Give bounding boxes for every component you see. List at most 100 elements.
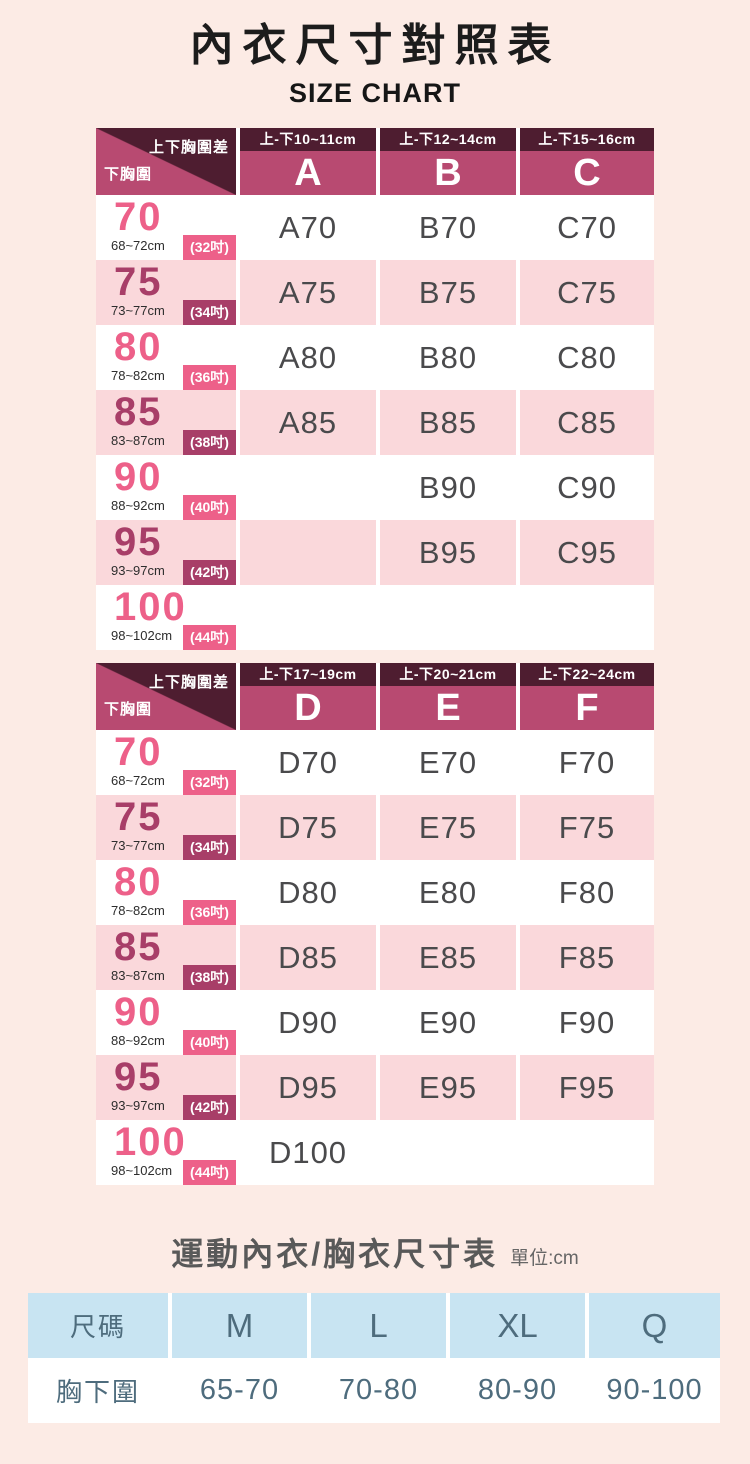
- band-number: 85: [114, 390, 163, 434]
- band-range-cm: 83~87cm: [111, 433, 165, 448]
- band-range-cm: 88~92cm: [111, 498, 165, 513]
- page-subtitle: SIZE CHART: [289, 78, 461, 108]
- band-inch-badge: (36吋): [183, 900, 236, 925]
- band-number: 100: [114, 1120, 187, 1164]
- cup-size-cell: D80: [240, 860, 376, 925]
- cup-size-cell: F75: [520, 795, 654, 860]
- band-number: 70: [114, 195, 163, 239]
- cup-size-cell: C85: [520, 390, 654, 455]
- cup-size-cell: C95: [520, 520, 654, 585]
- band-range-cm: 78~82cm: [111, 903, 165, 918]
- cup-size-cell: B70: [380, 195, 516, 260]
- band-inch-badge: (40吋): [183, 1030, 236, 1055]
- band-inch-badge: (44吋): [183, 1160, 236, 1185]
- diff-range-label: 上-下22~24cm: [520, 663, 654, 686]
- diff-range-label: 上-下20~21cm: [380, 663, 516, 686]
- diff-range-label: 上-下17~19cm: [240, 663, 376, 686]
- cup-size-cell: F80: [520, 860, 654, 925]
- band-number: 80: [114, 325, 163, 369]
- cup-size-cell: B75: [380, 260, 516, 325]
- band-range-cm: 93~97cm: [111, 563, 165, 578]
- cup-size-cell: A75: [240, 260, 376, 325]
- cup-letter: F: [520, 686, 654, 730]
- band-range-cm: 83~87cm: [111, 968, 165, 983]
- cup-size-cell: [240, 455, 376, 520]
- size-row-85: 85 83~87cm (38吋) A85 B85 C85: [96, 390, 654, 455]
- band-cell: 75 73~77cm (34吋): [96, 260, 236, 325]
- cup-size-cell: D70: [240, 730, 376, 795]
- band-cell: 80 78~82cm (36吋): [96, 860, 236, 925]
- size-row-75: 75 73~77cm (34吋) D75 E75 F75: [96, 795, 654, 860]
- band-inch-badge: (34吋): [183, 300, 236, 325]
- cup-size-cell: C70: [520, 195, 654, 260]
- band-number: 95: [114, 1055, 163, 1099]
- cup-size-cell: F70: [520, 730, 654, 795]
- band-cell: 85 83~87cm (38吋): [96, 925, 236, 990]
- diff-range-label: 上-下10~11cm: [240, 128, 376, 151]
- sport-header-row: 尺碼 M L XL Q: [28, 1293, 720, 1358]
- band-range-cm: 73~77cm: [111, 838, 165, 853]
- cup-size-table-1: 上下胸圍差下胸圍 上-下10~11cm A 上-下12~14cm B 上-下15~16cm…: [96, 128, 654, 650]
- size-row-90: 90 88~92cm (40吋) B90 C90: [96, 455, 654, 520]
- size-row-100: 100 98~102cm (44吋) D100: [96, 1120, 654, 1185]
- cup-size-cell: [380, 1120, 516, 1185]
- band-range-cm: 68~72cm: [111, 238, 165, 253]
- band-cell: 100 98~102cm (44吋): [96, 1120, 236, 1185]
- corner-top-label: 上下胸圍差: [148, 139, 229, 156]
- size-row-95: 95 93~97cm (42吋) D95 E95 F95: [96, 1055, 654, 1120]
- sport-table-title-row: 運動內衣/胸衣尺寸表 單位:cm: [0, 1231, 750, 1277]
- sport-size-M: M: [172, 1293, 307, 1358]
- cup-size-cell: F90: [520, 990, 654, 1055]
- cup-size-cell: [240, 520, 376, 585]
- cup-size-cell: B80: [380, 325, 516, 390]
- sport-table-title: 運動內衣/胸衣尺寸表: [171, 1236, 499, 1272]
- cup-size-cell: [520, 585, 654, 650]
- diff-range-label: 上-下15~16cm: [520, 128, 654, 151]
- band-number: 70: [114, 730, 163, 774]
- cup-size-cell: E70: [380, 730, 516, 795]
- table-header-row: 上下胸圍差下胸圍 上-下10~11cm A 上-下12~14cm B 上-下15~16cm…: [96, 128, 654, 195]
- cup-letter: A: [240, 151, 376, 195]
- corner-bottom-label: 下胸圍: [104, 166, 153, 183]
- underbust-range: 65-70: [172, 1358, 307, 1423]
- size-row-90: 90 88~92cm (40吋) D90 E90 F90: [96, 990, 654, 1055]
- underbust-range: 70-80: [311, 1358, 446, 1423]
- cup-size-table-2: 上下胸圍差 下胸圍 上-下17~19cm D 上-下20~21cm E 上-下22~24cm…: [96, 663, 654, 1185]
- band-range-cm: 98~102cm: [111, 1163, 173, 1178]
- cup-size-cell: E90: [380, 990, 516, 1055]
- cup-size-cell: E95: [380, 1055, 516, 1120]
- cup-letter: E: [380, 686, 516, 730]
- band-number: 75: [114, 795, 163, 839]
- band-range-cm: 93~97cm: [111, 1098, 165, 1113]
- cup-letter: C: [520, 151, 654, 195]
- band-cell: 90 88~92cm (40吋): [96, 455, 236, 520]
- size-row-70: 70 68~72cm (32吋) D70 E70 F70: [96, 730, 654, 795]
- cup-size-cell: C80: [520, 325, 654, 390]
- cup-column-header-F: 上-下22~24cm F: [520, 663, 654, 730]
- band-inch-badge: (42吋): [183, 1095, 236, 1120]
- band-cell: 90 88~92cm (40吋): [96, 990, 236, 1055]
- cup-size-cell: A85: [240, 390, 376, 455]
- band-number: 95: [114, 520, 163, 564]
- band-range-cm: 78~82cm: [111, 368, 165, 383]
- size-row-95: 95 93~97cm (42吋) B95 C95: [96, 520, 654, 585]
- cup-size-tables: 上下胸圍差下胸圍 上-下10~11cm A 上-下12~14cm B 上-下15~16cm…: [0, 128, 750, 1185]
- band-range-cm: 98~102cm: [111, 628, 173, 643]
- table-header-row: 上下胸圍差 下胸圍 上-下17~19cm D 上-下20~21cm E 上-下22~24cm…: [96, 663, 654, 730]
- cup-size-cell: D75: [240, 795, 376, 860]
- cup-column-header-E: 上-下20~21cm E: [380, 663, 516, 730]
- cup-column-header-B: 上-下12~14cm B: [380, 128, 516, 195]
- cup-letter: B: [380, 151, 516, 195]
- band-cell: 85 83~87cm (38吋): [96, 390, 236, 455]
- cup-column-header-A: 上-下10~11cm A: [240, 128, 376, 195]
- band-inch-badge: (44吋): [183, 625, 236, 650]
- sport-size-XL: XL: [450, 1293, 585, 1358]
- band-inch-badge: (40吋): [183, 495, 236, 520]
- cup-size-cell: F95: [520, 1055, 654, 1120]
- band-inch-badge: (38吋): [183, 965, 236, 990]
- cup-size-cell: D85: [240, 925, 376, 990]
- sport-bra-size-table: 尺碼 M L XL Q 胸下圍 65-70 70-80 80-90 90-100: [28, 1293, 720, 1423]
- band-inch-badge: (36吋): [183, 365, 236, 390]
- sport-header-label: 尺碼: [28, 1293, 168, 1358]
- band-cell: 75 73~77cm (34吋): [96, 795, 236, 860]
